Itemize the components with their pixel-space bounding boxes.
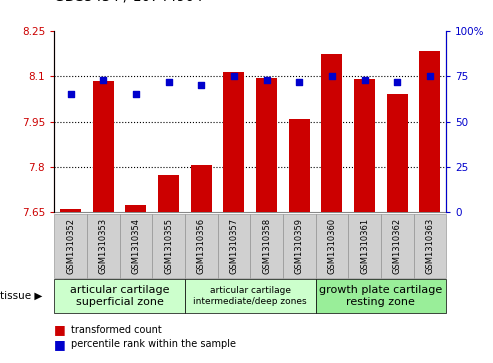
Bar bbox=[54, 214, 87, 278]
Bar bbox=[185, 214, 217, 278]
Point bbox=[328, 73, 336, 79]
Bar bbox=[191, 166, 212, 212]
Text: GSM1310357: GSM1310357 bbox=[229, 218, 239, 274]
Point bbox=[295, 79, 303, 85]
Point bbox=[165, 79, 173, 85]
Text: GSM1310355: GSM1310355 bbox=[164, 218, 173, 274]
Point bbox=[393, 79, 401, 85]
Bar bbox=[414, 214, 446, 278]
Point bbox=[426, 73, 434, 79]
Bar bbox=[119, 214, 152, 278]
Bar bbox=[93, 81, 114, 212]
Point bbox=[197, 82, 205, 88]
Bar bbox=[387, 94, 408, 212]
Bar bbox=[54, 279, 185, 313]
Bar bbox=[223, 72, 245, 212]
Text: transformed count: transformed count bbox=[71, 325, 162, 335]
Text: ■: ■ bbox=[54, 323, 66, 336]
Bar bbox=[321, 53, 343, 212]
Text: GSM1310363: GSM1310363 bbox=[425, 218, 434, 274]
Text: GDS5434 / 10744904: GDS5434 / 10744904 bbox=[54, 0, 203, 4]
Text: GSM1310353: GSM1310353 bbox=[99, 218, 108, 274]
Text: GSM1310362: GSM1310362 bbox=[392, 218, 402, 274]
Bar bbox=[283, 214, 316, 278]
Bar bbox=[185, 279, 316, 313]
Point bbox=[263, 77, 271, 83]
Text: GSM1310361: GSM1310361 bbox=[360, 218, 369, 274]
Bar bbox=[316, 279, 446, 313]
Text: growth plate cartilage
resting zone: growth plate cartilage resting zone bbox=[319, 285, 443, 307]
Bar bbox=[125, 205, 146, 212]
Point bbox=[132, 91, 140, 97]
Text: GSM1310356: GSM1310356 bbox=[197, 218, 206, 274]
Text: GSM1310354: GSM1310354 bbox=[131, 218, 141, 274]
Bar bbox=[348, 214, 381, 278]
Bar bbox=[381, 214, 414, 278]
Text: percentile rank within the sample: percentile rank within the sample bbox=[71, 339, 237, 349]
Point bbox=[230, 73, 238, 79]
Text: articular cartilage
superficial zone: articular cartilage superficial zone bbox=[70, 285, 169, 307]
Bar bbox=[316, 214, 348, 278]
Bar bbox=[158, 175, 179, 212]
Bar bbox=[87, 214, 119, 278]
Text: ■: ■ bbox=[54, 338, 66, 351]
Bar bbox=[419, 50, 440, 212]
Bar bbox=[256, 78, 277, 212]
Bar bbox=[217, 214, 250, 278]
Point bbox=[67, 91, 74, 97]
Text: GSM1310358: GSM1310358 bbox=[262, 218, 271, 274]
Bar bbox=[250, 214, 283, 278]
Bar bbox=[152, 214, 185, 278]
Text: tissue ▶: tissue ▶ bbox=[0, 291, 42, 301]
Bar bbox=[354, 79, 375, 212]
Point bbox=[99, 77, 107, 83]
Bar bbox=[60, 209, 81, 212]
Text: GSM1310359: GSM1310359 bbox=[295, 218, 304, 274]
Bar bbox=[288, 119, 310, 212]
Text: articular cartilage
intermediate/deep zones: articular cartilage intermediate/deep zo… bbox=[193, 286, 307, 306]
Text: GSM1310360: GSM1310360 bbox=[327, 218, 336, 274]
Point bbox=[360, 77, 368, 83]
Text: GSM1310352: GSM1310352 bbox=[66, 218, 75, 274]
